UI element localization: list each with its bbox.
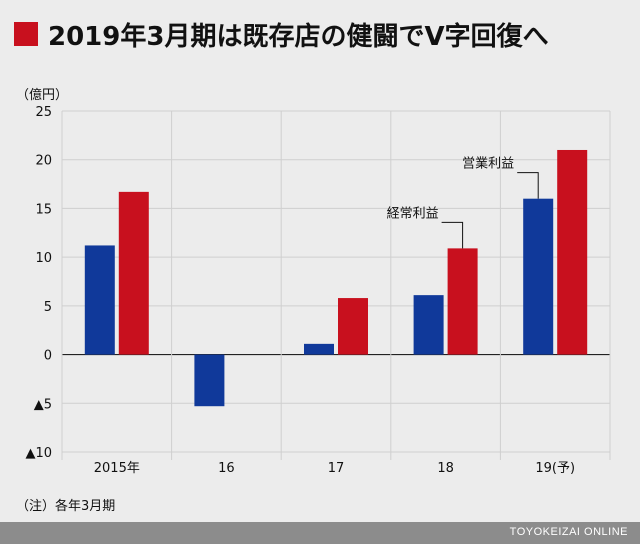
x-category-label: 19(予) <box>535 461 575 476</box>
ordinary-profit-bar <box>118 191 149 355</box>
ordinary-profit-bar <box>557 149 588 355</box>
x-category-label: 18 <box>437 461 454 476</box>
operating-profit-bar <box>304 343 334 355</box>
footnote: （注）各年3月期 <box>16 499 116 514</box>
x-category-label: 17 <box>328 461 345 476</box>
y-tick-label: 20 <box>35 154 52 169</box>
y-tick-label: 25 <box>35 105 52 120</box>
footer-credit: TOYOKEIZAI ONLINE <box>509 526 628 538</box>
title-bar: 2019年3月期は既存店の健闘でV字回復へ <box>14 14 626 54</box>
title-marker-square <box>14 22 38 46</box>
chart-title: 2019年3月期は既存店の健闘でV字回復へ <box>48 21 549 52</box>
x-category-label: 16 <box>218 461 235 476</box>
y-axis-unit-label: （億円） <box>16 88 69 103</box>
annotation-leader-line <box>517 172 539 199</box>
operating-profit-bar <box>523 198 554 355</box>
x-category-label: 2015年 <box>94 461 140 476</box>
y-tick-label: 15 <box>35 202 52 217</box>
y-tick-label: ▲10 <box>25 446 52 461</box>
operating-profit-bar <box>84 245 115 355</box>
y-tick-label: 10 <box>35 251 52 266</box>
y-tick-label: 5 <box>44 300 52 315</box>
operating-profit-bar <box>413 295 444 355</box>
y-tick-label: ▲5 <box>34 397 52 412</box>
annotation-leader-line <box>441 221 464 249</box>
operating-profit-bar <box>194 354 225 407</box>
y-tick-label: 0 <box>44 349 52 364</box>
ordinary-profit-bar <box>447 248 478 355</box>
footer-bar: TOYOKEIZAI ONLINE <box>0 522 640 544</box>
series-annotation-label: 経常利益 <box>387 206 439 221</box>
series-annotation-label: 営業利益 <box>462 156 514 172</box>
ordinary-profit-bar <box>338 298 368 355</box>
